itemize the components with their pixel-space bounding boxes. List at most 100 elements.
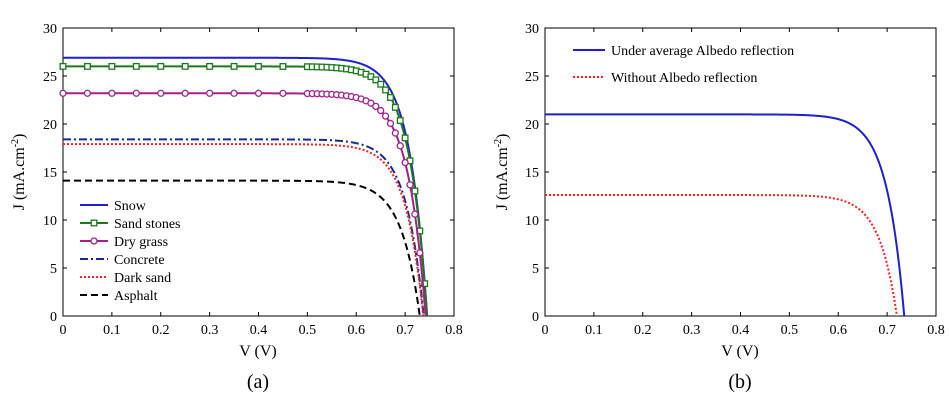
y-tick-label: 20 (43, 118, 57, 133)
panel-label-b: (b) (728, 371, 751, 393)
x-tick-label: 0.7 (878, 323, 896, 338)
y-tick-label: 30 (43, 22, 57, 37)
series-line-without-albedo-reflection (545, 194, 898, 317)
data-point-marker (206, 62, 214, 70)
data-point-marker (386, 119, 395, 128)
x-tick-label: 0.3 (683, 323, 701, 338)
data-point-marker (59, 89, 67, 97)
x-tick-label: 0.5 (781, 323, 799, 338)
data-point-marker (108, 89, 116, 97)
x-axis-label-a: V (V) (239, 343, 276, 360)
data-point-marker (382, 86, 390, 94)
y-tick-label: 10 (43, 214, 57, 229)
series-lines-b (545, 113, 906, 317)
x-tick-label: 0.4 (250, 323, 268, 338)
y-axis-label-b: J (mA.cm-2) (493, 134, 511, 211)
legend-label: Concrete (114, 253, 165, 268)
data-point-marker (391, 129, 400, 137)
x-tick-label: 0.8 (445, 323, 463, 338)
legend-label: Without Albedo reflection (611, 71, 757, 86)
data-point-marker (255, 62, 262, 70)
y-tick-label: 25 (43, 70, 57, 85)
legend-label: Dry grass (114, 235, 168, 250)
x-tick-label: 0.6 (830, 323, 848, 338)
series-line-asphalt (63, 179, 421, 317)
data-point-marker (59, 62, 67, 70)
y-tick-label: 25 (525, 70, 539, 85)
series-line-dark-sand (63, 143, 425, 317)
y-tick-label: 15 (525, 166, 539, 181)
data-point-marker (205, 89, 214, 97)
data-point-marker (401, 158, 409, 167)
x-tick-label: 0.2 (152, 323, 170, 338)
data-point-marker (367, 99, 375, 107)
chart-a: 0 0.1 0.2 0.3 0.4 0.5 0.6 0.7 0.8 0 5 10 15 20 25 30 Sn… (10, 22, 463, 393)
y-axis-label-a: J (mA.cm-2) (10, 134, 28, 211)
y-tick-label: 0 (532, 310, 539, 325)
x-tick-label: 0.7 (396, 323, 414, 338)
data-point-marker (279, 89, 287, 97)
legend-label: Sand stones (114, 217, 181, 232)
data-point-marker (132, 89, 140, 97)
series-line-snow (63, 56, 429, 317)
data-point-marker (406, 181, 414, 189)
data-point-marker (391, 103, 399, 111)
data-point-marker (396, 142, 404, 150)
ticks-a: 0 0.1 0.2 0.3 0.4 0.5 0.6 0.7 0.8 0 5 10 15 20 25 30 (43, 22, 463, 338)
data-point-marker (416, 249, 424, 257)
legend-marker (90, 237, 98, 245)
series-line-under-average-albedo-reflection (545, 113, 906, 317)
ticks-b: 0 0.1 0.2 0.3 0.4 0.5 0.6 0.7 0.8 0 5 10 15 20 25 30 (525, 22, 945, 338)
y-tick-label: 10 (525, 214, 539, 229)
data-point-marker (401, 134, 409, 142)
legend-b: Under average Albedo reflection Without A… (573, 44, 794, 86)
panel-label-a: (a) (247, 371, 269, 393)
data-point-marker (230, 89, 238, 97)
x-tick-label: 0 (542, 323, 549, 338)
data-point-marker (83, 89, 92, 97)
x-tick-label: 0.1 (103, 323, 121, 338)
data-point-marker (372, 76, 380, 84)
data-point-marker (157, 62, 165, 70)
x-tick-label: 0.1 (585, 323, 603, 338)
x-tick-label: 0.4 (732, 323, 750, 338)
data-point-marker (411, 210, 419, 218)
x-axis-label-b: V (V) (721, 343, 758, 360)
x-tick-label: 0.2 (634, 323, 652, 338)
data-point-marker (181, 62, 189, 70)
data-point-marker (387, 94, 394, 101)
y-tick-label: 5 (50, 262, 57, 277)
x-tick-label: 0.5 (299, 323, 317, 338)
y-tick-label: 30 (525, 22, 539, 37)
legend-marker (90, 219, 98, 227)
data-point-marker (157, 89, 165, 97)
data-point-marker (132, 62, 140, 70)
x-tick-label: 0.3 (201, 323, 219, 338)
legend-label: Snow (114, 199, 147, 214)
data-point-marker (83, 62, 91, 70)
legend-label: Asphalt (114, 289, 158, 304)
data-point-marker (377, 80, 385, 88)
chart-b: 0 0.1 0.2 0.3 0.4 0.5 0.6 0.7 0.8 0 5 10 15 20 25 30 Un… (493, 22, 945, 393)
data-point-marker (372, 102, 380, 111)
series-lines-a (59, 56, 429, 317)
data-point-marker (421, 280, 429, 288)
data-point-marker (411, 187, 419, 195)
y-tick-label: 0 (50, 310, 57, 325)
legend-label: Dark sand (114, 271, 171, 286)
legend-a: Snow Sand stones Dry grass Concrete Dark san… (80, 199, 181, 304)
data-point-marker (377, 106, 385, 115)
x-tick-label: 0.6 (348, 323, 366, 338)
data-point-marker (279, 63, 287, 70)
y-tick-label: 20 (525, 118, 539, 133)
x-tick-label: 0.8 (927, 323, 945, 338)
data-point-marker (396, 117, 404, 125)
data-point-marker (254, 89, 263, 97)
data-point-marker (181, 89, 189, 97)
legend-label: Under average Albedo reflection (611, 44, 794, 59)
y-tick-label: 5 (532, 262, 539, 277)
y-tick-label: 15 (43, 166, 57, 181)
series-line-concrete (63, 138, 425, 317)
data-point-marker (108, 62, 116, 70)
